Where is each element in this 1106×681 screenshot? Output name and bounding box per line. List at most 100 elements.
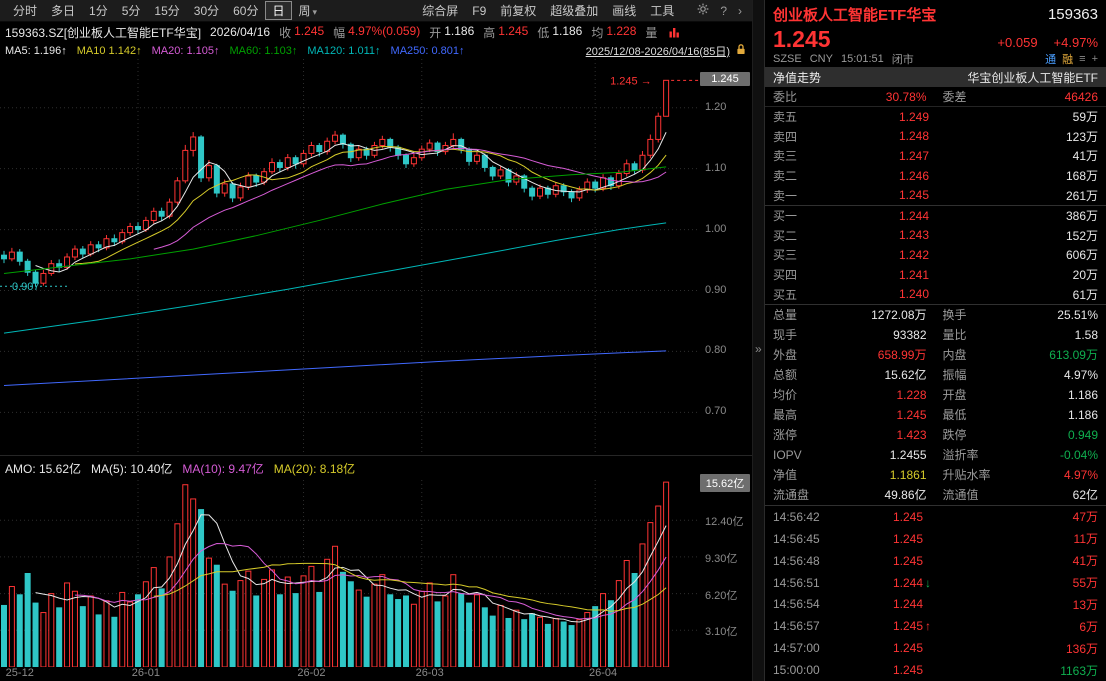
menu-icon[interactable]: ≡	[1079, 53, 1086, 65]
help-icon[interactable]: ?	[720, 3, 727, 18]
panel-tabbar: 净值走势 华宝创业板人工智能ETF	[765, 67, 1106, 87]
tool-menu-item[interactable]: F9	[472, 3, 487, 18]
lock-icon[interactable]	[735, 43, 747, 58]
stats-row: 均价 1.228 开盘 1.186	[773, 387, 1098, 403]
chevron-down-icon: ▾	[312, 7, 318, 17]
ma-value: MA5: 1.196↑	[5, 44, 67, 57]
expand-chevron-icon[interactable]: ›	[738, 3, 742, 18]
quote-panel: 创业板人工智能ETF华宝 159363 1.245 +0.059 +4.97% …	[765, 0, 1106, 681]
tool-menu-item[interactable]: 画线	[612, 4, 637, 18]
period-tab[interactable]: 1分▾	[89, 4, 108, 18]
tick-direction-icon: ↓	[925, 575, 931, 590]
instrument-code: 159363	[1047, 6, 1098, 23]
tool-menu-item[interactable]: 综合屏	[422, 4, 459, 18]
amo-values: AMO: 15.62亿 MA(5): 10.40亿 MA(10): 9.47亿 MA(…	[5, 460, 355, 477]
ask-row[interactable]: 卖一 1.245 261万	[773, 188, 1098, 203]
tick-row: 14:56:42 1.245 47万	[773, 509, 1098, 525]
ma-value: MA20: 1.105↑	[151, 44, 220, 57]
time-axis-label: 25-12	[5, 667, 34, 679]
stats-row: 涨停 1.423 跌停 0.949	[773, 427, 1098, 443]
tab-nav-trend[interactable]: 净值走势	[773, 70, 822, 85]
time-axis-label: 26-02	[297, 667, 326, 679]
ask-row[interactable]: 卖五 1.249 59万	[773, 109, 1098, 125]
bid-row[interactable]: 买三 1.242 606万	[773, 247, 1098, 263]
top-toolbar: 分时▾ 多日▾ 1分▾ 5分▾ 15分▾ 30分▾ 60分▾ 日▾ 周▾	[0, 0, 752, 22]
period-tab[interactable]: 分时▾	[13, 4, 38, 18]
collapse-arrows-icon[interactable]: »	[755, 342, 762, 356]
volume-chart[interactable]: 12.40亿 9.30亿 6.20亿 3.10亿 15.62亿	[0, 474, 752, 667]
bid-row[interactable]: 买二 1.243 152万	[773, 228, 1098, 243]
tool-menu: 综合屏 F9 前复权 超级叠加 画线 工具	[415, 1, 681, 20]
price-change-percent: +4.97%	[1053, 35, 1098, 50]
ma-value: MA250: 0.801↑	[390, 44, 465, 57]
stats-row: IOPV 1.2455 溢折率 -0.04%	[773, 447, 1098, 463]
period-tab[interactable]: 60分▾	[233, 4, 259, 18]
amo-value: MA(5): 10.40亿	[91, 461, 173, 476]
period-tab[interactable]: 30分▾	[193, 4, 220, 18]
market-meta: SZSE CNY 15:01:51 闭市 通 融 ≡ +	[765, 51, 1106, 67]
last-price: 1.245	[773, 26, 831, 52]
ask-row[interactable]: 卖二 1.246 168万	[773, 168, 1098, 184]
price-axis-label: 0.90	[705, 283, 727, 296]
quote-field: 低 1.186	[537, 23, 583, 40]
date-range-link[interactable]: 2025/12/08-2026/04/16(85日)	[585, 45, 730, 58]
symbol-label: 159363.SZ[创业板人工智能ETF华宝]	[5, 25, 202, 40]
settings-gear-icon[interactable]	[697, 3, 709, 18]
quote-info-bar: 159363.SZ[创业板人工智能ETF华宝] 2026/04/16 收 1.24…	[0, 22, 752, 42]
quote-field: 均 1.228	[591, 23, 637, 40]
period-tab[interactable]: 多日▾	[51, 4, 76, 18]
amo-value: MA(20): 8.18亿	[273, 461, 356, 476]
quote-fields: 收 1.245 幅 4.97%(0.059) 开 1.186 高 1.245 低 1.186 均 1.…	[279, 24, 660, 41]
time-axis-label: 26-03	[415, 667, 444, 679]
period-tab[interactable]: 周 ▾	[298, 4, 318, 18]
volume-chart-canvas[interactable]	[0, 480, 752, 667]
candlestick-chart[interactable]: 0.907 1.245 → 1.20 1.10 1.00 0.90 0.80 0.70 1.…	[0, 59, 752, 455]
period-tab[interactable]: 5分▾	[121, 4, 141, 18]
ma-indicator-bar: MA5: 1.196↑ MA10 1.142↑ MA20: 1.105↑ MA60: …	[0, 42, 752, 59]
period-tab[interactable]: 15分▾	[154, 4, 180, 18]
quote-field: 高 1.245	[483, 23, 529, 40]
tick-row: 14:56:48 1.245 41万	[773, 553, 1098, 569]
tool-menu-item[interactable]: 前复权	[500, 4, 537, 18]
period-tab[interactable]: 日▾	[265, 1, 292, 20]
ask-row[interactable]: 卖四 1.248 123万	[773, 129, 1098, 144]
volume-axis-label: 6.20亿	[705, 589, 738, 602]
instrument-header: 创业板人工智能ETF华宝 159363	[765, 0, 1106, 27]
bid-row[interactable]: 买四 1.241 20万	[773, 267, 1098, 283]
market-status: 闭市	[891, 54, 914, 66]
panel-splitter[interactable]: »	[752, 0, 765, 681]
bid-levels: 买一 1.244 386万 买二 1.243 152万 买三 1.242 606…	[765, 204, 1106, 305]
amo-value: AMO: 15.62亿	[5, 461, 82, 476]
stats-row: 现手 93382 量比 1.58	[773, 327, 1098, 343]
stats-row: 最高 1.245 最低 1.186	[773, 407, 1098, 423]
price-axis-label: 1.20	[705, 100, 727, 113]
tick-row: 14:57:00 1.245 136万	[773, 641, 1098, 656]
stats-row: 总量 1272.08万 换手 25.51%	[773, 307, 1098, 323]
amo-indicator-bar: AMO: 15.62亿 MA(5): 10.40亿 MA(10): 9.47亿 MA(…	[0, 455, 752, 480]
tool-menu-item[interactable]: 超级叠加	[550, 4, 599, 18]
volume-axis-label: 12.40亿	[705, 516, 744, 529]
order-imbalance-row: 委比 30.78% 委差 46426	[765, 87, 1106, 107]
price-summary: 1.245 +0.059 +4.97%	[765, 27, 1106, 51]
amo-value: MA(10): 9.47亿	[182, 461, 264, 476]
ask-levels: 卖五 1.249 59万 卖四 1.248 123万 卖三 1.247 41万	[765, 107, 1106, 205]
add-icon[interactable]: +	[1091, 53, 1098, 65]
exchange-label: SZSE	[773, 53, 802, 65]
price-chart-canvas[interactable]: 0.907 1.245 →	[0, 59, 752, 455]
ask-row[interactable]: 卖三 1.247 41万	[773, 148, 1098, 164]
time-axis-label: 26-01	[131, 667, 160, 679]
stats-row: 流通盘 49.86亿 流通值 62亿	[773, 488, 1098, 503]
date-label: 2026/04/16	[210, 25, 271, 39]
bid-row[interactable]: 买一 1.244 386万	[773, 208, 1098, 224]
quote-field: 开 1.186	[429, 23, 475, 40]
tool-menu-item[interactable]: 工具	[650, 4, 675, 18]
weibi-row: 委比 30.78% 委差 46426	[765, 87, 1106, 107]
tick-list[interactable]: 14:56:42 1.245 47万 14:56:45 1.245 11万 14…	[765, 504, 1106, 681]
price-change: +0.059	[997, 35, 1038, 50]
instrument-badges: 通 融 ≡ +	[1045, 51, 1098, 67]
tick-row: 14:56:54 1.244 13万	[773, 597, 1098, 612]
volume-alert-icon[interactable]	[669, 27, 680, 38]
currency-label: CNY	[809, 53, 833, 65]
bid-row[interactable]: 买五 1.240 61万	[773, 287, 1098, 302]
toolbar-icons: ? ›	[697, 3, 742, 18]
